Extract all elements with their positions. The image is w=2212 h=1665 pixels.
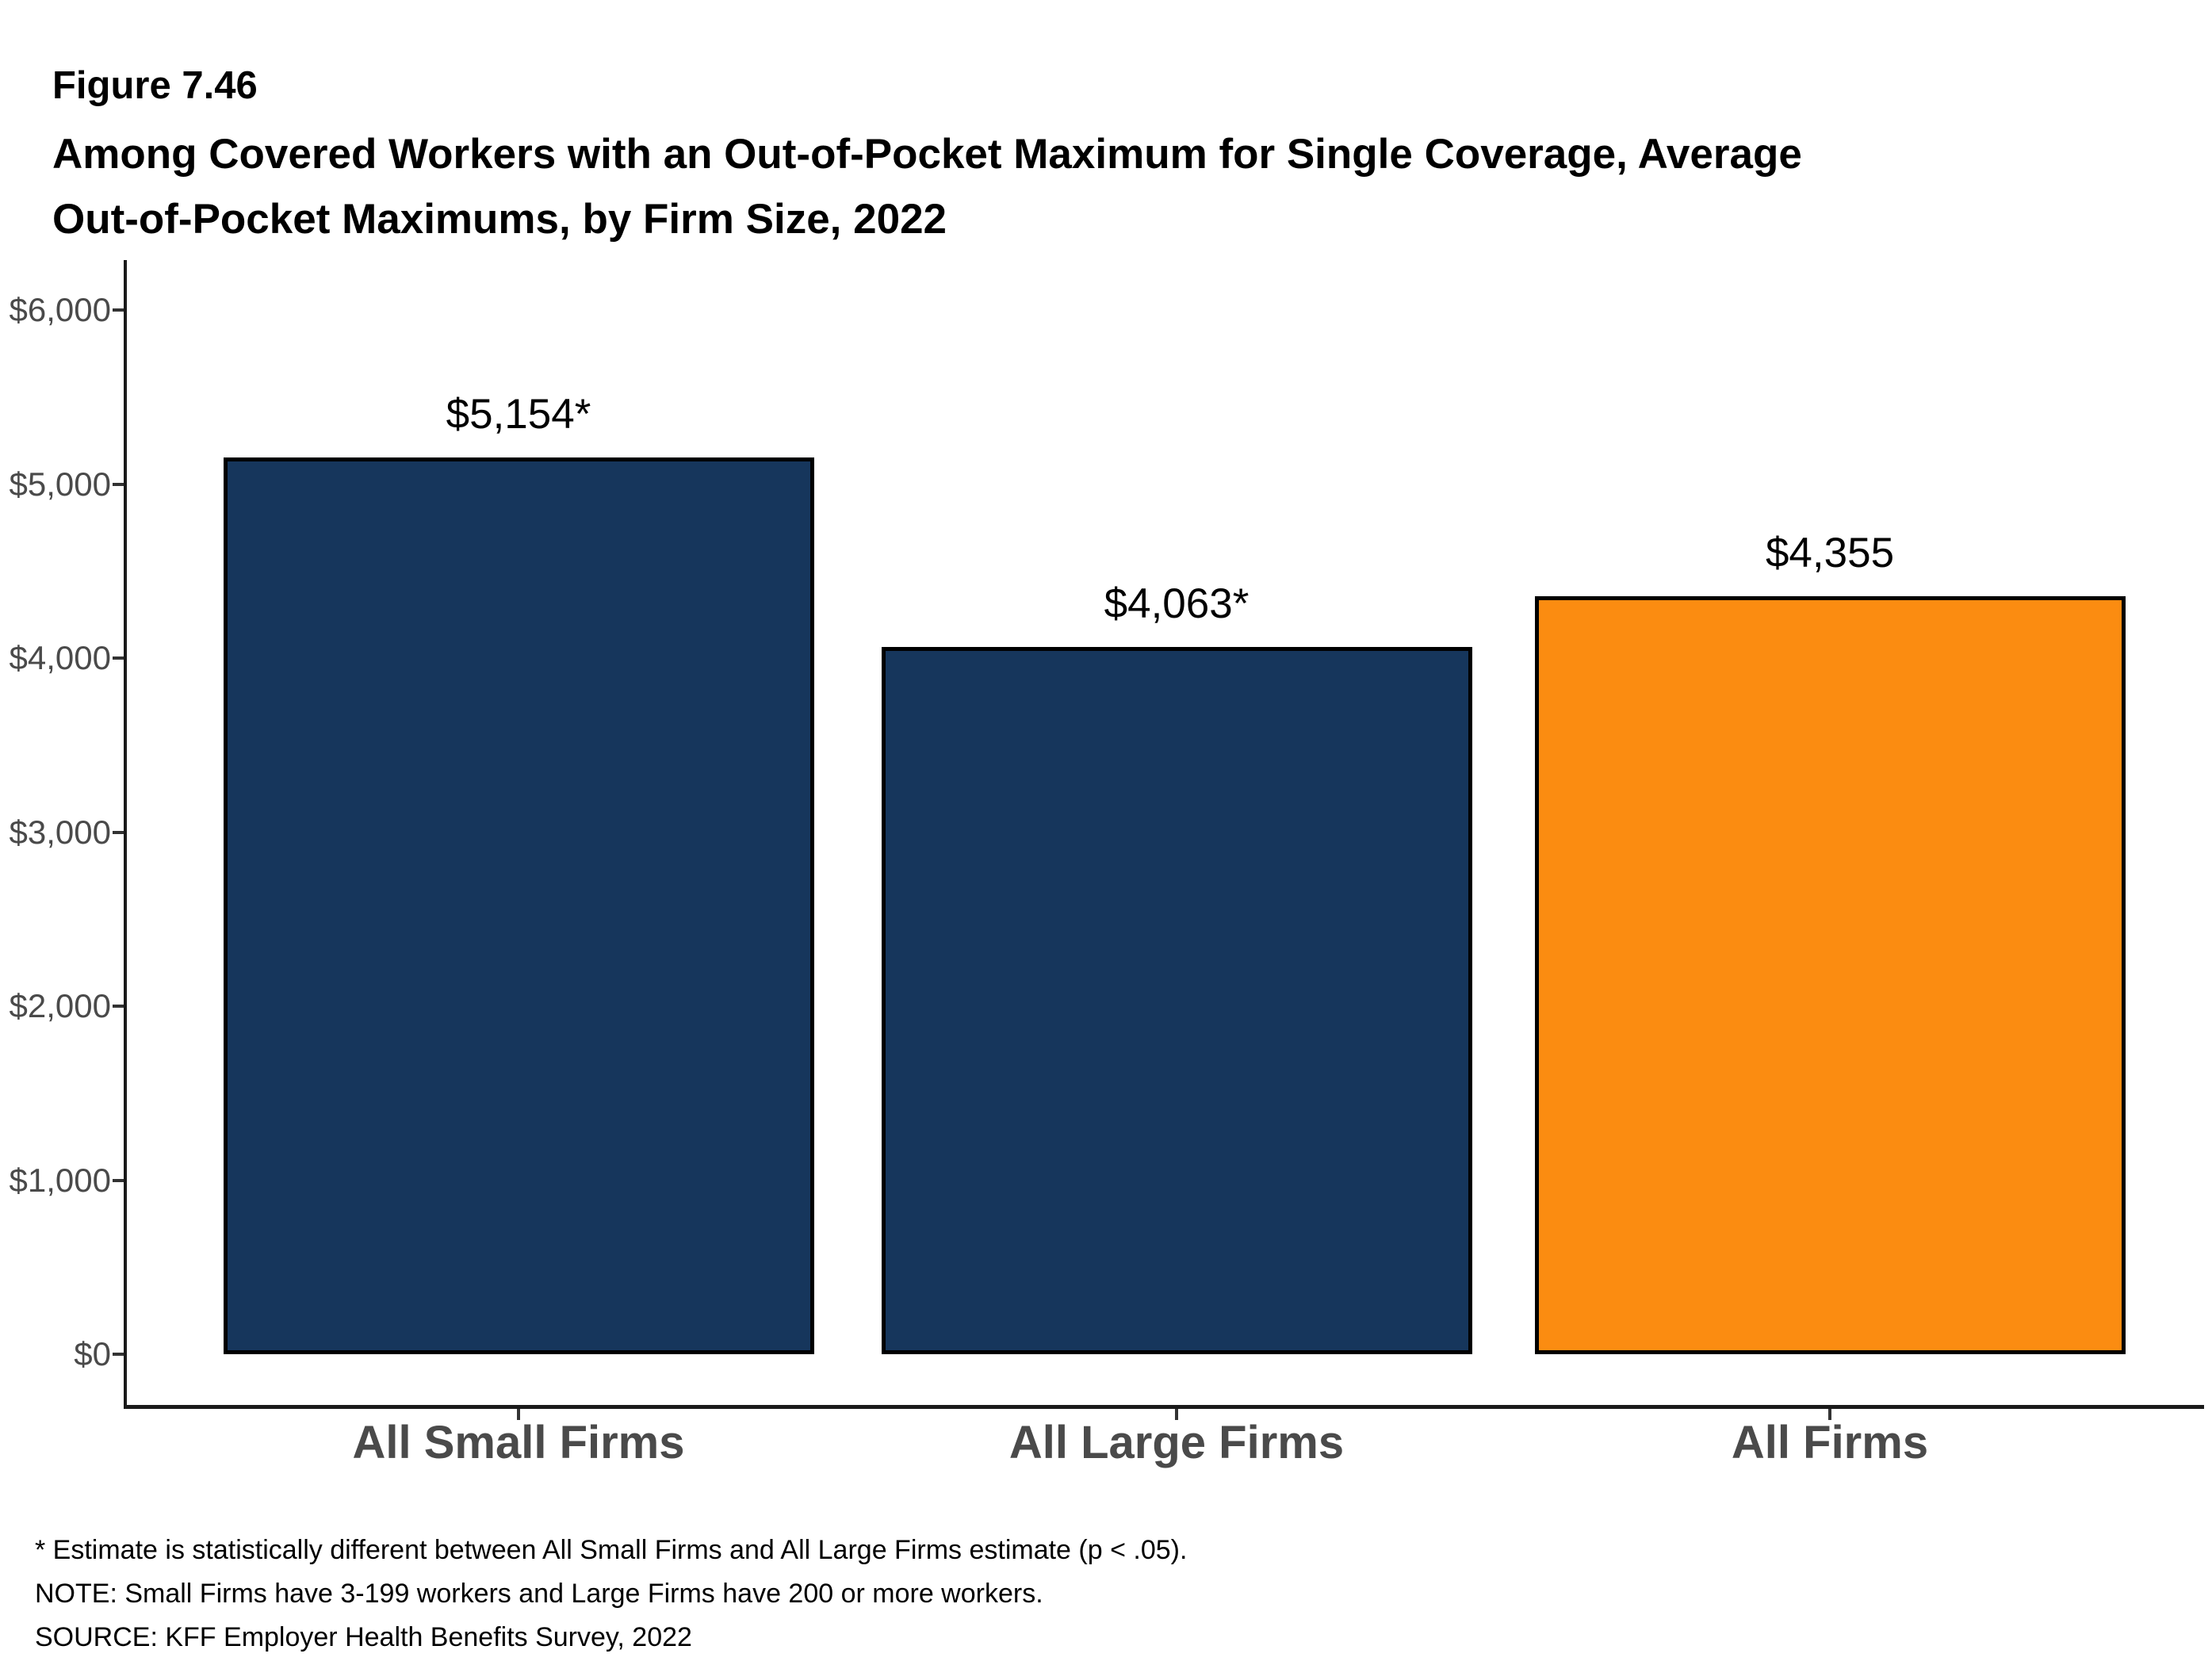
chart-title-line-1: Among Covered Workers with an Out-of-Poc… <box>52 131 1802 178</box>
bar-value-label-all-firms: $4,355 <box>1765 530 1895 577</box>
y-tick-label: $4,000 <box>9 639 111 676</box>
y-tick-label: $1,000 <box>9 1161 111 1199</box>
y-tick-mark <box>113 830 124 834</box>
chart-title-line-2: Out-of-Pocket Maximums, by Firm Size, 20… <box>52 196 947 243</box>
footnote-source: SOURCE: KFF Employer Health Benefits Sur… <box>35 1622 692 1652</box>
x-axis-line <box>124 1405 2204 1409</box>
figure-number: Figure 7.46 <box>52 64 258 107</box>
y-tick-mark <box>113 1353 124 1356</box>
x-tick-mark <box>1175 1409 1178 1420</box>
y-tick-mark <box>113 656 124 660</box>
bar-value-label-all-small-firms: $5,154* <box>446 390 591 438</box>
y-tick-label: $6,000 <box>9 291 111 328</box>
y-tick-label: $2,000 <box>9 987 111 1024</box>
bar-all-large-firms <box>881 647 1472 1354</box>
y-tick-mark <box>113 1005 124 1008</box>
footnote-note: NOTE: Small Firms have 3-199 workers and… <box>35 1579 1043 1609</box>
bar-all-firms <box>1534 596 2126 1354</box>
x-axis-label-all-small-firms: All Small Firms <box>352 1417 685 1468</box>
y-axis-line <box>124 260 127 1408</box>
y-tick-label: $0 <box>74 1335 111 1372</box>
y-tick-label: $3,000 <box>9 813 111 851</box>
x-tick-mark <box>1828 1409 1831 1420</box>
footnote-significance: * Estimate is statistically different be… <box>35 1535 1188 1565</box>
y-tick-label: $5,000 <box>9 465 111 503</box>
bar-value-label-all-large-firms: $4,063* <box>1104 580 1250 628</box>
bar-all-small-firms <box>223 457 814 1354</box>
y-tick-mark <box>113 1178 124 1182</box>
x-axis-label-all-firms: All Firms <box>1731 1417 1929 1468</box>
y-tick-mark <box>113 308 124 312</box>
x-tick-mark <box>517 1409 520 1420</box>
y-tick-mark <box>113 482 124 486</box>
x-axis-label-all-large-firms: All Large Firms <box>1008 1417 1345 1468</box>
